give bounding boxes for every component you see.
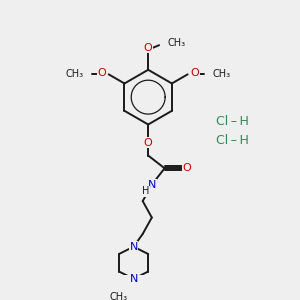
Text: O: O xyxy=(97,68,106,78)
Text: CH₃: CH₃ xyxy=(66,69,84,79)
Text: O: O xyxy=(144,138,153,148)
Text: N: N xyxy=(148,180,156,190)
Text: CH₃: CH₃ xyxy=(167,38,185,48)
Text: N: N xyxy=(129,242,138,252)
Text: O: O xyxy=(144,43,153,53)
Text: O: O xyxy=(182,163,191,173)
Text: CH₃: CH₃ xyxy=(109,292,127,300)
Text: H: H xyxy=(142,186,149,196)
Text: N: N xyxy=(129,274,138,284)
Text: O: O xyxy=(190,68,199,78)
Text: CH₃: CH₃ xyxy=(212,69,230,79)
Text: Cl – H: Cl – H xyxy=(216,115,248,128)
Text: Cl – H: Cl – H xyxy=(216,134,248,146)
